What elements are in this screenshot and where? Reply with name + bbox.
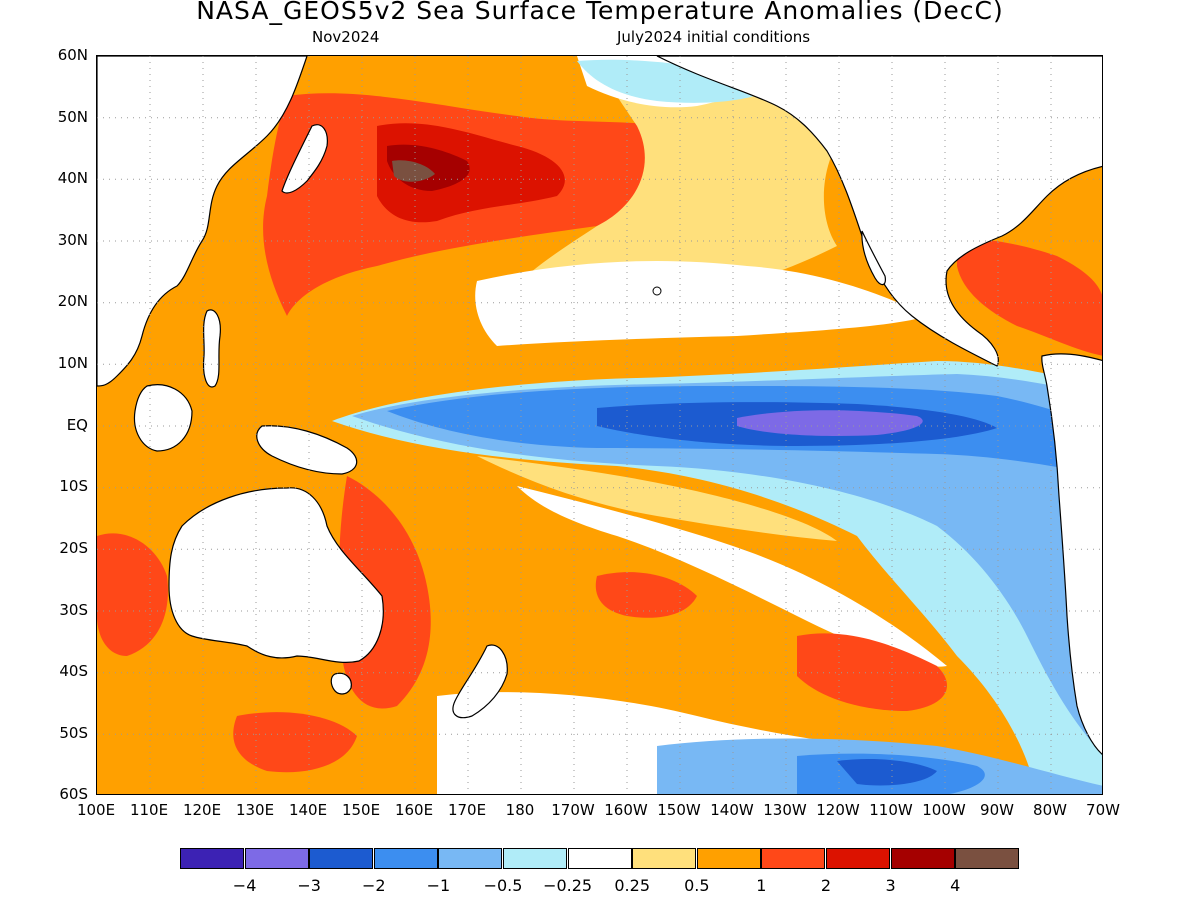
new-zealand-landmass [452, 644, 508, 719]
north-america-landmass [656, 56, 1102, 367]
legend-color-box [244, 848, 309, 869]
legend-tick-label: −3 [297, 876, 321, 895]
legend-tick-label: 4 [950, 876, 961, 895]
lat-label: 60N [57, 46, 88, 64]
equatorial-cool [352, 374, 1102, 754]
legend-tick-label: 2 [820, 876, 832, 895]
lon-label: 100W [922, 801, 966, 819]
lon-label: 160E [394, 801, 434, 819]
legend-color-box [180, 848, 244, 869]
lon-label: 100E [76, 801, 116, 819]
lat-label: 40N [57, 169, 88, 187]
legend-tick-label: 0.25 [614, 876, 650, 895]
lon-label: 180 [505, 801, 535, 819]
lat-label: 50N [57, 108, 88, 126]
legend-color-box [890, 848, 955, 869]
legend-tick-label: 0.5 [684, 876, 710, 895]
southern-ocean-coldest [837, 759, 937, 786]
lat-label: 20S [59, 539, 88, 557]
lat-label: 60S [59, 785, 88, 803]
legend-color-box [438, 848, 503, 869]
north-pacific-max-patch [392, 160, 435, 182]
legend-color-box [632, 848, 697, 869]
south-america-landmass [1041, 353, 1102, 755]
lon-label: 110W [869, 801, 913, 819]
lon-label: 140E [288, 801, 328, 819]
legend-color-box [696, 848, 761, 869]
philippines-landmass [202, 309, 221, 388]
legend-color-box [761, 848, 826, 869]
legend-tick-label: −0.5 [483, 876, 523, 895]
lat-label: 50S [59, 724, 88, 742]
south-pacific-hot-2 [595, 572, 697, 618]
map-canvas [97, 56, 1102, 794]
new-guinea-landmass [256, 425, 358, 475]
lon-label: 150E [341, 801, 381, 819]
legend-color-box [955, 848, 1020, 869]
legend-color-box [503, 848, 567, 869]
hawaii-island [652, 286, 662, 296]
legend-color-box [826, 848, 890, 869]
australia-landmass [168, 487, 384, 663]
lon-label: 80W [1033, 801, 1067, 819]
northeast-pacific-neutral [487, 56, 857, 316]
borneo-landmass [133, 384, 193, 452]
forecast-month-label: Nov2024 [312, 28, 380, 46]
indian-ocean-hot [97, 533, 168, 656]
north-hot-strip [957, 239, 1102, 356]
sst-anomaly-map [96, 55, 1103, 795]
lon-label: 130W [763, 801, 807, 819]
lon-label: 90W [980, 801, 1014, 819]
lon-label: 170E [447, 801, 487, 819]
legend-tick-label: −4 [232, 876, 257, 895]
map-title: NASA_GEOS5v2 Sea Surface Temperature Ano… [196, 0, 1004, 25]
lon-label: 120W [816, 801, 860, 819]
lon-label: 130E [235, 801, 275, 819]
legend-tick-label: −2 [362, 876, 386, 895]
asia-landmass [97, 56, 308, 387]
baja-california-landmass [861, 230, 886, 286]
initial-conditions-label: July2024 initial conditions [617, 28, 811, 46]
lon-label: 150W [657, 801, 701, 819]
lat-label: 20N [57, 292, 88, 310]
legend-tick-label: −1 [426, 876, 451, 895]
legend-color-box [567, 848, 632, 869]
tasmania-landmass [330, 672, 352, 695]
lat-label: 30S [59, 601, 88, 619]
southern-ocean-hot [233, 712, 357, 773]
legend-color-box [309, 848, 374, 869]
lon-label: 140W [710, 801, 754, 819]
legend-tick-label: −0.25 [543, 876, 593, 895]
lon-label: 110E [129, 801, 169, 819]
legend-color-box [373, 848, 438, 869]
lat-label: 30N [57, 231, 88, 249]
subtropical-white-band [475, 261, 927, 346]
south-pacific-white-band [517, 486, 947, 667]
legend-tick-label: 1 [756, 876, 767, 895]
south-pacific-slight-warm [477, 456, 837, 541]
legend-tick-label: 3 [885, 876, 896, 895]
lon-label: 170W [551, 801, 595, 819]
lat-label: EQ [66, 416, 88, 434]
japan-landmass [281, 124, 328, 194]
equatorial-coldest [737, 410, 923, 436]
lon-label: 120E [182, 801, 222, 819]
lon-label: 160W [604, 801, 648, 819]
south-pacific-hot-1 [797, 633, 947, 711]
lat-label: 10S [59, 477, 88, 495]
lat-label: 10N [57, 354, 88, 372]
lon-label: 70W [1086, 801, 1120, 819]
lat-label: 40S [59, 662, 88, 680]
